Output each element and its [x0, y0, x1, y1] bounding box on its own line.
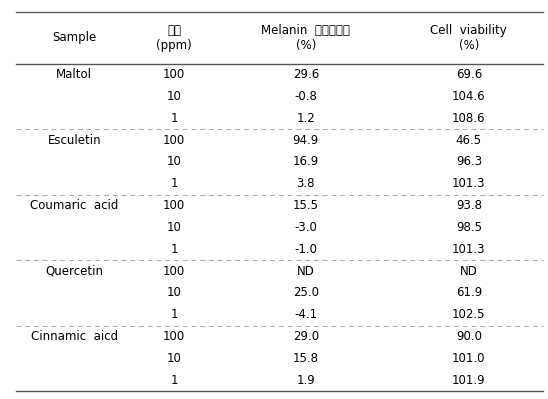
Text: 10: 10	[167, 221, 182, 234]
Text: 101.3: 101.3	[452, 243, 486, 256]
Text: 15.5: 15.5	[293, 199, 319, 212]
Text: Melanin  생성저해율
(%): Melanin 생성저해율 (%)	[261, 24, 350, 52]
Text: 100: 100	[163, 265, 185, 278]
Text: 1: 1	[170, 243, 178, 256]
Text: -4.1: -4.1	[294, 308, 317, 321]
Text: 101.3: 101.3	[452, 177, 486, 190]
Text: 104.6: 104.6	[452, 90, 486, 103]
Text: ND: ND	[460, 265, 478, 278]
Text: 1: 1	[170, 308, 178, 321]
Text: Cell  viability
(%): Cell viability (%)	[431, 24, 507, 52]
Text: Maltol: Maltol	[56, 68, 92, 81]
Text: Coumaric  acid: Coumaric acid	[30, 199, 118, 212]
Text: 25.0: 25.0	[293, 286, 319, 299]
Text: 29.0: 29.0	[293, 330, 319, 343]
Text: Cinnamic  aicd: Cinnamic aicd	[31, 330, 118, 343]
Text: 16.9: 16.9	[293, 156, 319, 168]
Text: 98.5: 98.5	[456, 221, 482, 234]
Text: 90.0: 90.0	[456, 330, 482, 343]
Text: 96.3: 96.3	[456, 156, 482, 168]
Text: 46.5: 46.5	[456, 134, 482, 147]
Text: 101.9: 101.9	[452, 373, 486, 387]
Text: 10: 10	[167, 90, 182, 103]
Text: 69.6: 69.6	[456, 68, 482, 81]
Text: 1: 1	[170, 177, 178, 190]
Text: Sample: Sample	[52, 32, 96, 44]
Text: 100: 100	[163, 134, 185, 147]
Text: 93.8: 93.8	[456, 199, 482, 212]
Text: -1.0: -1.0	[294, 243, 317, 256]
Text: ND: ND	[297, 265, 315, 278]
Text: 100: 100	[163, 330, 185, 343]
Text: 1: 1	[170, 373, 178, 387]
Text: 1.2: 1.2	[296, 112, 315, 125]
Text: 61.9: 61.9	[456, 286, 482, 299]
Text: 102.5: 102.5	[452, 308, 486, 321]
Text: 10: 10	[167, 156, 182, 168]
Text: 10: 10	[167, 352, 182, 365]
Text: Esculetin: Esculetin	[48, 134, 101, 147]
Text: 100: 100	[163, 68, 185, 81]
Text: 108.6: 108.6	[452, 112, 486, 125]
Text: 10: 10	[167, 286, 182, 299]
Text: 농도
(ppm): 농도 (ppm)	[156, 24, 192, 52]
Text: 101.0: 101.0	[452, 352, 486, 365]
Text: -0.8: -0.8	[294, 90, 317, 103]
Text: -3.0: -3.0	[294, 221, 317, 234]
Text: 100: 100	[163, 199, 185, 212]
Text: Quercetin: Quercetin	[45, 265, 104, 278]
Text: 1: 1	[170, 112, 178, 125]
Text: 15.8: 15.8	[293, 352, 319, 365]
Text: 94.9: 94.9	[293, 134, 319, 147]
Text: 1.9: 1.9	[296, 373, 315, 387]
Text: 3.8: 3.8	[296, 177, 315, 190]
Text: 29.6: 29.6	[293, 68, 319, 81]
